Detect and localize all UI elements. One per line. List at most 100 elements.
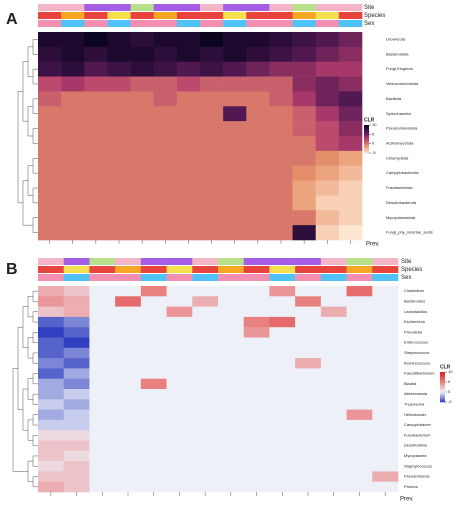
heat-cell (107, 225, 131, 241)
heat-cell (295, 327, 322, 338)
heat-cell (372, 368, 399, 379)
heat-cell (243, 316, 270, 328)
heat-cell (223, 32, 247, 48)
heat-cell (218, 296, 245, 307)
annotation-cell (130, 4, 155, 11)
heat-cell (315, 225, 340, 241)
heat-cell (61, 32, 85, 48)
footer-label: Prev. (366, 242, 380, 248)
heat-cell (61, 165, 85, 181)
heat-cell (89, 481, 116, 493)
heat-cell (269, 225, 293, 241)
heat-cell (223, 61, 247, 77)
row-label: Fusobacteriota (386, 185, 413, 190)
row-label: Pseudomonadota (386, 126, 418, 131)
heat-cell (346, 327, 373, 338)
colorbar-tick-label: 0 (372, 141, 375, 146)
heat-cell (292, 210, 317, 226)
colorbar-step (364, 130, 369, 132)
heat-cell (269, 358, 296, 369)
heat-cell (200, 136, 224, 152)
heat-cell (269, 368, 296, 379)
heat-cell (338, 180, 363, 196)
colorbar-step (364, 140, 369, 143)
heat-cell (130, 210, 155, 226)
heat-cell (320, 286, 347, 297)
heat-cell (115, 378, 142, 390)
heat-cell (63, 347, 90, 359)
heat-cell (218, 316, 245, 328)
heat-cell (372, 409, 399, 421)
heat-cell (166, 378, 193, 390)
heat-cell (246, 46, 270, 63)
dendrogram (17, 91, 23, 204)
dendrogram (32, 476, 38, 488)
annotation-cell (295, 266, 322, 273)
heat-cell (295, 481, 322, 493)
heat-cell (243, 327, 270, 338)
annotation-cell (84, 20, 108, 27)
heat-cell (38, 225, 62, 241)
annotation-cell (84, 4, 108, 11)
heat-cell (115, 419, 142, 431)
heat-cell (38, 32, 62, 48)
heat-cell (84, 210, 108, 226)
heat-cell (63, 461, 90, 472)
heat-cell (38, 76, 62, 92)
annotation-cell (223, 20, 247, 27)
annotation-cell (38, 266, 65, 273)
heat-cell (269, 389, 296, 400)
heat-cell (140, 378, 167, 390)
heat-cell (295, 450, 322, 462)
annotation-cell (243, 258, 270, 265)
dendrogram (12, 368, 28, 472)
heat-cell (243, 419, 270, 431)
heat-cell (140, 440, 167, 452)
heat-cell (140, 306, 167, 318)
heat-cell (115, 316, 142, 328)
heat-cell (346, 286, 373, 297)
heat-cell (295, 378, 322, 390)
annotation-cell (176, 20, 201, 27)
colorbar-step (364, 139, 369, 142)
heat-cell (223, 46, 247, 63)
heat-cell (372, 430, 399, 441)
colorbar-step (440, 397, 445, 399)
heat-cell (192, 409, 219, 421)
colorbar-step (364, 138, 369, 140)
heat-cell (107, 180, 131, 196)
annotation-cell (61, 4, 85, 11)
heat-cell (295, 306, 322, 318)
heat-cell (338, 136, 363, 152)
heat-cell (61, 195, 85, 211)
heat-cell (243, 409, 270, 421)
row-label: Desulfobacterota (386, 200, 417, 205)
colorbar-step (440, 395, 445, 397)
heat-cell (269, 440, 296, 452)
annotation-cell (320, 258, 347, 265)
heat-cell (176, 165, 201, 181)
heat-cell (192, 286, 219, 297)
heat-cell (218, 389, 245, 400)
heat-cell (130, 91, 155, 107)
annotation-cell (107, 12, 131, 19)
heat-cell (89, 409, 116, 421)
heat-cell (269, 337, 296, 349)
row-label: Campylobacter (404, 422, 432, 427)
heat-cell (218, 481, 245, 493)
heat-cell (192, 430, 219, 441)
heat-cell (218, 419, 245, 431)
heat-cell (223, 76, 247, 92)
heat-cell (243, 306, 270, 318)
heat-cell (61, 91, 85, 107)
heat-cell (346, 306, 373, 318)
heat-cell (269, 150, 293, 167)
annotation-cell (61, 12, 85, 19)
annotation-cell (192, 258, 219, 265)
row-label: Fungi Kingdom (386, 66, 414, 71)
colorbar-step (440, 372, 445, 374)
heat-cell (218, 399, 245, 410)
heat-cell (338, 210, 363, 226)
heat-cell (320, 378, 347, 390)
heat-cell (243, 378, 270, 390)
